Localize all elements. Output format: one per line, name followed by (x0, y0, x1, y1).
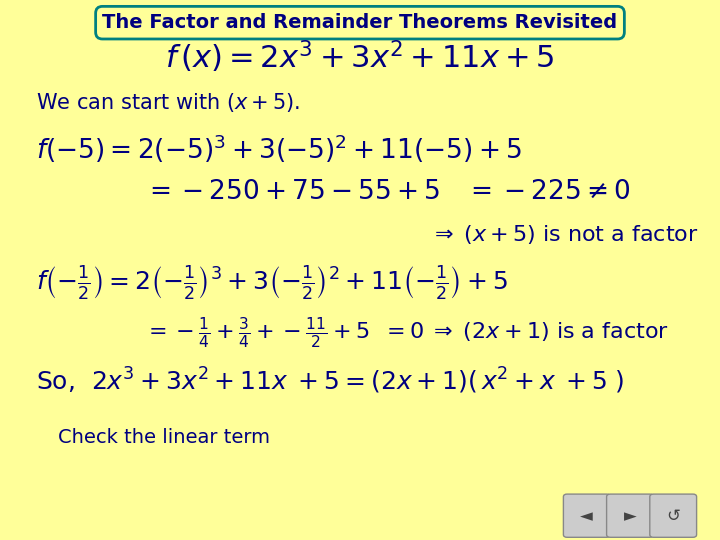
Text: ►: ► (624, 507, 636, 525)
FancyBboxPatch shape (563, 494, 610, 537)
Text: $f\,(x) = 2x^3 + 3x^2 + 11x + 5$: $f\,(x) = 2x^3 + 3x^2 + 11x + 5$ (166, 38, 554, 75)
Text: ↺: ↺ (666, 507, 680, 525)
Text: $f(-5) = 2(-5)^3 + 3(-5)^2 + 11(-5) + 5$: $f(-5) = 2(-5)^3 + 3(-5)^2 + 11(-5) + 5$ (36, 132, 522, 165)
FancyBboxPatch shape (606, 494, 654, 537)
Text: $f\left(-\frac{1}{2}\right) = 2\left(-\frac{1}{2}\right)^3 + 3\left(-\frac{1}{2}: $f\left(-\frac{1}{2}\right) = 2\left(-\f… (36, 265, 508, 302)
FancyBboxPatch shape (650, 494, 697, 537)
Text: ◄: ◄ (580, 507, 593, 525)
Text: Check the linear term: Check the linear term (58, 428, 269, 447)
Text: $\Rightarrow\; (x+5)$ is not a factor: $\Rightarrow\; (x+5)$ is not a factor (430, 224, 698, 246)
Text: The Factor and Remainder Theorems Revisited: The Factor and Remainder Theorems Revisi… (102, 13, 618, 32)
Text: $= -250 + 75 - 55 + 5 \quad = -225 \neq 0$: $= -250 + 75 - 55 + 5 \quad = -225 \neq … (144, 179, 630, 205)
Text: $= -\frac{1}{4} + \frac{3}{4} + -\frac{11}{2} + 5 \;\; = 0 \;\Rightarrow\; (2x+1: $= -\frac{1}{4} + \frac{3}{4} + -\frac{1… (144, 315, 669, 349)
Text: We can start with $(x+5)$.: We can start with $(x+5)$. (36, 91, 300, 114)
Text: So,  $2x^3 + 3x^2 + 11x \;+5 = (2x+1)(\,x^2 + x \;+5\;)$: So, $2x^3 + 3x^2 + 11x \;+5 = (2x+1)(\,x… (36, 366, 624, 396)
